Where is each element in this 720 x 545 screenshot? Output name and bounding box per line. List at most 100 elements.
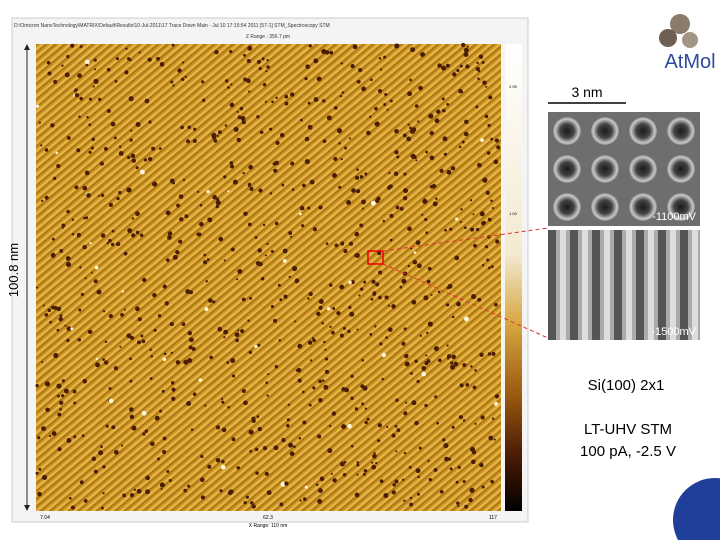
defect <box>120 312 124 317</box>
defect <box>290 92 295 97</box>
defect <box>355 189 361 194</box>
defect <box>396 428 401 432</box>
defect <box>463 316 469 322</box>
defect <box>265 381 269 385</box>
defect <box>35 471 39 475</box>
defect <box>103 146 109 152</box>
y-size: 100.8 nm <box>6 243 21 297</box>
defect <box>490 479 494 484</box>
defect <box>200 454 204 459</box>
defect <box>92 85 95 88</box>
defect <box>354 231 360 237</box>
defect <box>308 291 313 297</box>
defect <box>463 226 467 230</box>
defect <box>282 248 288 254</box>
stm-image <box>36 44 501 511</box>
defect <box>382 219 385 223</box>
defect <box>339 94 343 98</box>
defect <box>215 200 221 206</box>
defect <box>338 185 342 189</box>
defect <box>130 129 133 132</box>
colorbar-tick: 1.00 <box>509 211 518 216</box>
defect <box>207 217 213 223</box>
defect <box>256 59 261 64</box>
defect <box>410 371 413 375</box>
defect <box>322 379 325 382</box>
defect <box>380 68 383 71</box>
defect <box>283 294 288 299</box>
defect <box>383 103 387 107</box>
defect <box>164 301 169 306</box>
defect <box>405 401 408 404</box>
defect <box>41 474 48 481</box>
defect <box>417 475 420 479</box>
defect <box>412 259 418 265</box>
defect <box>463 52 469 58</box>
defect <box>138 51 141 54</box>
defect <box>369 332 373 336</box>
defect <box>187 330 193 336</box>
defect <box>159 482 165 488</box>
defect <box>404 361 410 367</box>
defect <box>229 161 234 165</box>
defect <box>322 99 326 103</box>
defect <box>298 212 302 216</box>
defect <box>292 445 296 449</box>
defect <box>79 266 82 269</box>
params: 100 pA, -2.5 V <box>580 443 676 460</box>
defect <box>399 285 403 289</box>
defect <box>49 320 52 324</box>
defect <box>162 436 167 441</box>
defect <box>95 362 100 368</box>
defect <box>45 407 50 413</box>
defect <box>384 92 388 97</box>
defect <box>251 504 256 509</box>
defect <box>413 251 417 254</box>
defect <box>375 462 378 465</box>
defect <box>464 504 469 509</box>
defect <box>446 354 452 359</box>
defect <box>278 339 281 342</box>
defect <box>351 188 356 193</box>
defect <box>247 319 250 322</box>
defect <box>427 459 430 463</box>
defect <box>269 127 273 131</box>
defect <box>343 460 347 464</box>
defect <box>162 357 167 361</box>
defect <box>364 407 367 410</box>
defect <box>126 187 132 193</box>
defect <box>249 296 253 300</box>
defect <box>199 203 203 207</box>
defect <box>481 221 486 226</box>
defect <box>403 451 407 455</box>
defect <box>288 231 293 235</box>
defect <box>487 352 492 356</box>
defect <box>434 395 438 399</box>
colorbar-tick: 2.95 <box>509 84 518 89</box>
defect <box>108 387 112 391</box>
defect <box>403 327 407 331</box>
defect <box>271 100 274 104</box>
defect <box>395 450 398 453</box>
defect <box>41 199 44 203</box>
defect <box>388 172 391 175</box>
defect <box>66 326 72 332</box>
defect <box>61 394 65 398</box>
defect <box>329 325 332 329</box>
defect <box>486 151 491 155</box>
defect <box>334 243 339 248</box>
defect <box>437 63 442 68</box>
defect <box>77 73 82 78</box>
defect <box>59 314 63 318</box>
defect <box>418 85 423 91</box>
defect <box>436 421 440 425</box>
defect <box>464 119 469 125</box>
defect <box>323 340 326 344</box>
defect <box>42 304 45 307</box>
defect <box>100 193 105 198</box>
defect <box>47 308 52 313</box>
defect <box>35 104 40 108</box>
defect <box>279 502 284 507</box>
colorbar <box>505 44 522 511</box>
